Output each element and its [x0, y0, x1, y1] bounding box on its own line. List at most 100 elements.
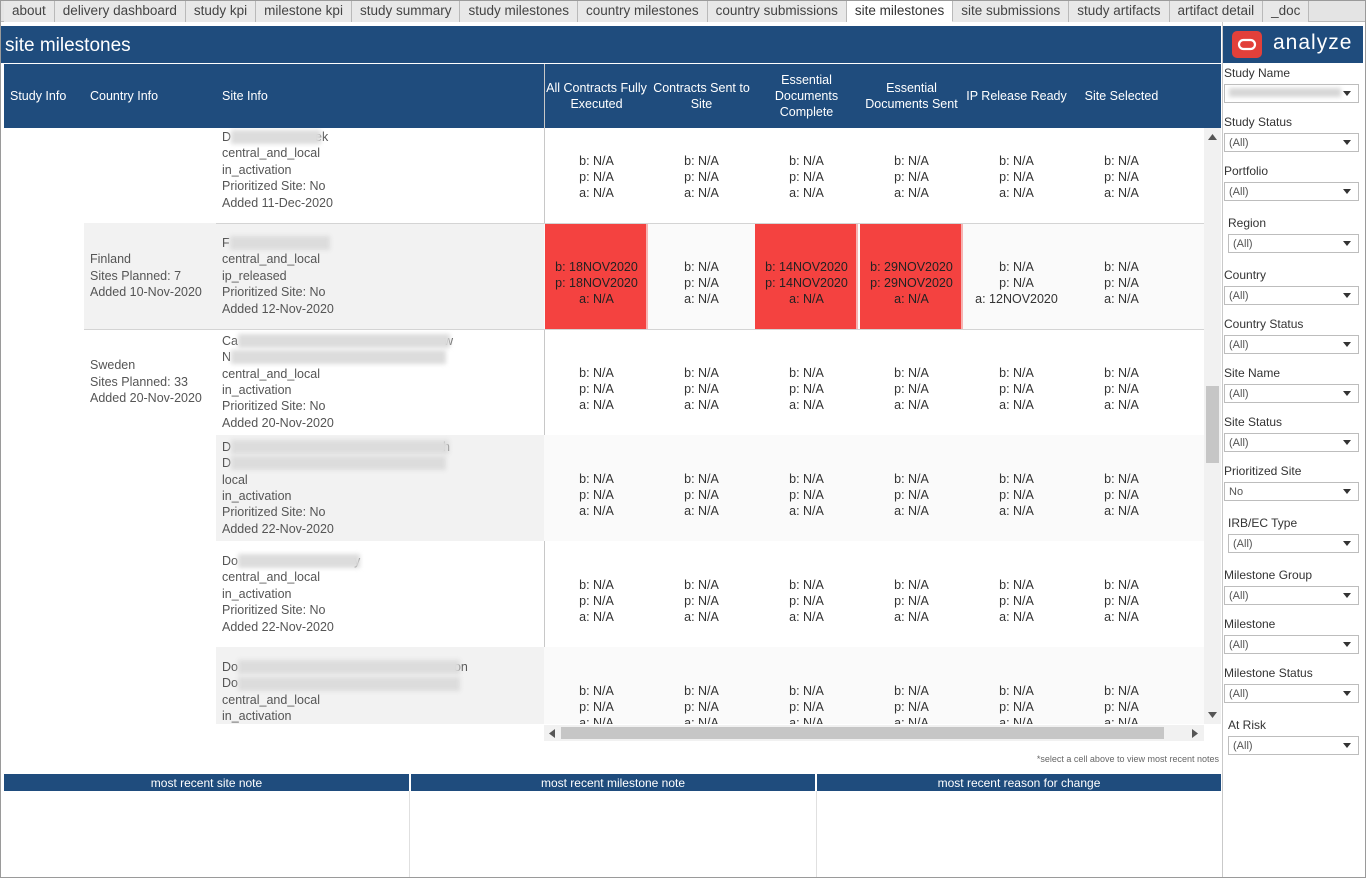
- milestone-line: p: N/A: [684, 170, 719, 184]
- milestone-cell[interactable]: b: N/A p: N/A a: N/A: [964, 128, 1069, 223]
- milestone-cell[interactable]: b: 14NOV2020 p: 14NOV2020 a: N/A: [754, 223, 859, 329]
- milestone-cell[interactable]: b: N/A p: N/A a: N/A: [754, 435, 859, 541]
- dropdown-arrow[interactable]: [1343, 489, 1351, 494]
- milestone-line: p: N/A: [999, 382, 1034, 396]
- scroll-up[interactable]: [1208, 134, 1217, 140]
- milestone-cell[interactable]: b: N/A p: N/A a: N/A: [1069, 541, 1174, 647]
- site-detail: central_and_local: [222, 570, 320, 585]
- dropdown-arrow[interactable]: [1343, 440, 1351, 445]
- filter-dropdown[interactable]: (All): [1224, 384, 1359, 403]
- tab[interactable]: milestone kpi: [256, 1, 352, 22]
- milestone-cell[interactable]: b: N/A p: N/A a: N/A: [964, 541, 1069, 647]
- tab[interactable]: study kpi: [185, 1, 257, 22]
- filter-value: (All): [1229, 639, 1249, 651]
- dropdown-arrow[interactable]: [1343, 293, 1351, 298]
- filter-dropdown[interactable]: (All): [1224, 684, 1359, 703]
- milestone-cell[interactable]: b: 18NOV2020 p: 18NOV2020 a: N/A: [544, 223, 649, 329]
- milestone-cell[interactable]: b: N/A p: N/A a: N/A: [649, 128, 754, 223]
- milestone-cell[interactable]: b: N/A p: N/A a: N/A: [649, 435, 754, 541]
- tab[interactable]: study artifacts: [1069, 1, 1170, 22]
- milestone-cell[interactable]: b: N/A p: N/A a: N/A: [1069, 647, 1174, 724]
- filter-dropdown[interactable]: (All): [1224, 586, 1359, 605]
- milestone-cell[interactable]: b: N/A p: N/A a: N/A: [859, 541, 964, 647]
- dropdown-arrow[interactable]: [1343, 691, 1351, 696]
- filter-dropdown[interactable]: (All): [1228, 736, 1359, 755]
- dropdown-arrow[interactable]: [1343, 642, 1351, 647]
- milestone-line: p: N/A: [1104, 382, 1139, 396]
- tab[interactable]: site submissions: [953, 1, 1070, 22]
- dropdown-arrow[interactable]: [1343, 189, 1351, 194]
- milestone-line: b: 14NOV2020: [765, 260, 848, 274]
- filter-dropdown[interactable]: (All): [1228, 534, 1359, 553]
- filter-dropdown[interactable]: (All): [1228, 234, 1359, 253]
- tab[interactable]: artifact detail: [1169, 1, 1264, 22]
- milestone-cell[interactable]: b: N/A p: N/A a: 12NOV2020: [964, 223, 1069, 329]
- milestone-cell[interactable]: b: N/A p: N/A a: N/A: [649, 223, 754, 329]
- dropdown-arrow[interactable]: [1343, 241, 1351, 246]
- filter-dropdown[interactable]: (All): [1224, 433, 1359, 452]
- v-scroll-thumb[interactable]: [1206, 386, 1219, 463]
- milestone-cell[interactable]: b: N/A p: N/A a: N/A: [544, 329, 649, 435]
- h-scroll-thumb[interactable]: [561, 727, 1164, 739]
- dropdown-arrow[interactable]: [1343, 593, 1351, 598]
- v-scrollbar[interactable]: [1204, 128, 1221, 724]
- milestone-cell[interactable]: b: N/A p: N/A a: N/A: [1069, 435, 1174, 541]
- milestone-cell[interactable]: b: N/A p: N/A a: N/A: [754, 329, 859, 435]
- dropdown-arrow[interactable]: [1343, 743, 1351, 748]
- scroll-right[interactable]: [1192, 729, 1198, 738]
- milestone-cell[interactable]: b: N/A p: N/A a: N/A: [544, 128, 649, 223]
- tab[interactable]: _doc: [1263, 1, 1310, 22]
- column-header: Essential Documents Sent: [865, 81, 958, 111]
- milestone-cell[interactable]: b: N/A p: N/A a: N/A: [1069, 128, 1174, 223]
- filter-dropdown[interactable]: [1224, 84, 1359, 103]
- milestone-cell[interactable]: b: N/A p: N/A a: N/A: [1069, 329, 1174, 435]
- milestone-cell[interactable]: b: N/A p: N/A a: N/A: [964, 435, 1069, 541]
- milestone-cell[interactable]: b: N/A p: N/A a: N/A: [859, 329, 964, 435]
- dropdown-arrow[interactable]: [1343, 140, 1351, 145]
- milestone-cell[interactable]: b: N/A p: N/A a: N/A: [754, 128, 859, 223]
- filter-value: (All): [1229, 137, 1249, 149]
- filter-dropdown[interactable]: (All): [1224, 182, 1359, 201]
- filter-dropdown[interactable]: (All): [1224, 286, 1359, 305]
- milestone-cell[interactable]: b: N/A p: N/A a: N/A: [754, 647, 859, 724]
- filter-dropdown[interactable]: (All): [1224, 133, 1359, 152]
- tab[interactable]: study milestones: [460, 1, 579, 22]
- milestone-line: p: N/A: [1104, 488, 1139, 502]
- milestone-cell[interactable]: b: N/A p: N/A a: N/A: [964, 647, 1069, 724]
- filter-dropdown[interactable]: No: [1224, 482, 1359, 501]
- country-line: Sites Planned: 33: [90, 374, 188, 389]
- milestone-cell[interactable]: b: N/A p: N/A a: N/A: [649, 541, 754, 647]
- dropdown-arrow[interactable]: [1343, 391, 1351, 396]
- milestone-cell[interactable]: b: N/A p: N/A a: N/A: [754, 541, 859, 647]
- milestone-cell[interactable]: b: N/A p: N/A a: N/A: [859, 128, 964, 223]
- milestone-cell[interactable]: b: N/A p: N/A a: N/A: [859, 647, 964, 724]
- milestone-cell[interactable]: b: 29NOV2020 p: 29NOV2020 a: N/A: [859, 223, 964, 329]
- milestone-cell[interactable]: b: N/A p: N/A a: N/A: [1069, 223, 1174, 329]
- milestone-line: b: N/A: [684, 684, 719, 698]
- h-scrollbar[interactable]: [544, 725, 1204, 741]
- milestone-cell[interactable]: b: N/A p: N/A a: N/A: [964, 329, 1069, 435]
- tab[interactable]: about: [4, 1, 55, 22]
- milestone-cell[interactable]: b: N/A p: N/A a: N/A: [649, 647, 754, 724]
- scroll-down[interactable]: [1208, 712, 1217, 718]
- milestone-line: b: N/A: [789, 366, 824, 380]
- panel-separator: [409, 791, 410, 877]
- tab[interactable]: country milestones: [578, 1, 708, 22]
- scroll-left[interactable]: [549, 729, 555, 738]
- filter-dropdown[interactable]: (All): [1224, 635, 1359, 654]
- milestone-cell[interactable]: b: N/A p: N/A a: N/A: [544, 541, 649, 647]
- dropdown-arrow[interactable]: [1343, 541, 1351, 546]
- milestone-cell[interactable]: b: N/A p: N/A a: N/A: [544, 647, 649, 724]
- dropdown-arrow[interactable]: [1343, 342, 1351, 347]
- tab[interactable]: site milestones: [846, 1, 954, 22]
- milestone-line: a: N/A: [999, 716, 1034, 724]
- filter-dropdown[interactable]: (All): [1224, 335, 1359, 354]
- tab[interactable]: country submissions: [707, 1, 847, 22]
- dropdown-arrow[interactable]: [1343, 91, 1351, 96]
- milestone-cell[interactable]: b: N/A p: N/A a: N/A: [649, 329, 754, 435]
- country-bg: [84, 223, 216, 329]
- tab[interactable]: study summary: [351, 1, 461, 22]
- milestone-cell[interactable]: b: N/A p: N/A a: N/A: [544, 435, 649, 541]
- tab[interactable]: delivery dashboard: [54, 1, 186, 22]
- milestone-cell[interactable]: b: N/A p: N/A a: N/A: [859, 435, 964, 541]
